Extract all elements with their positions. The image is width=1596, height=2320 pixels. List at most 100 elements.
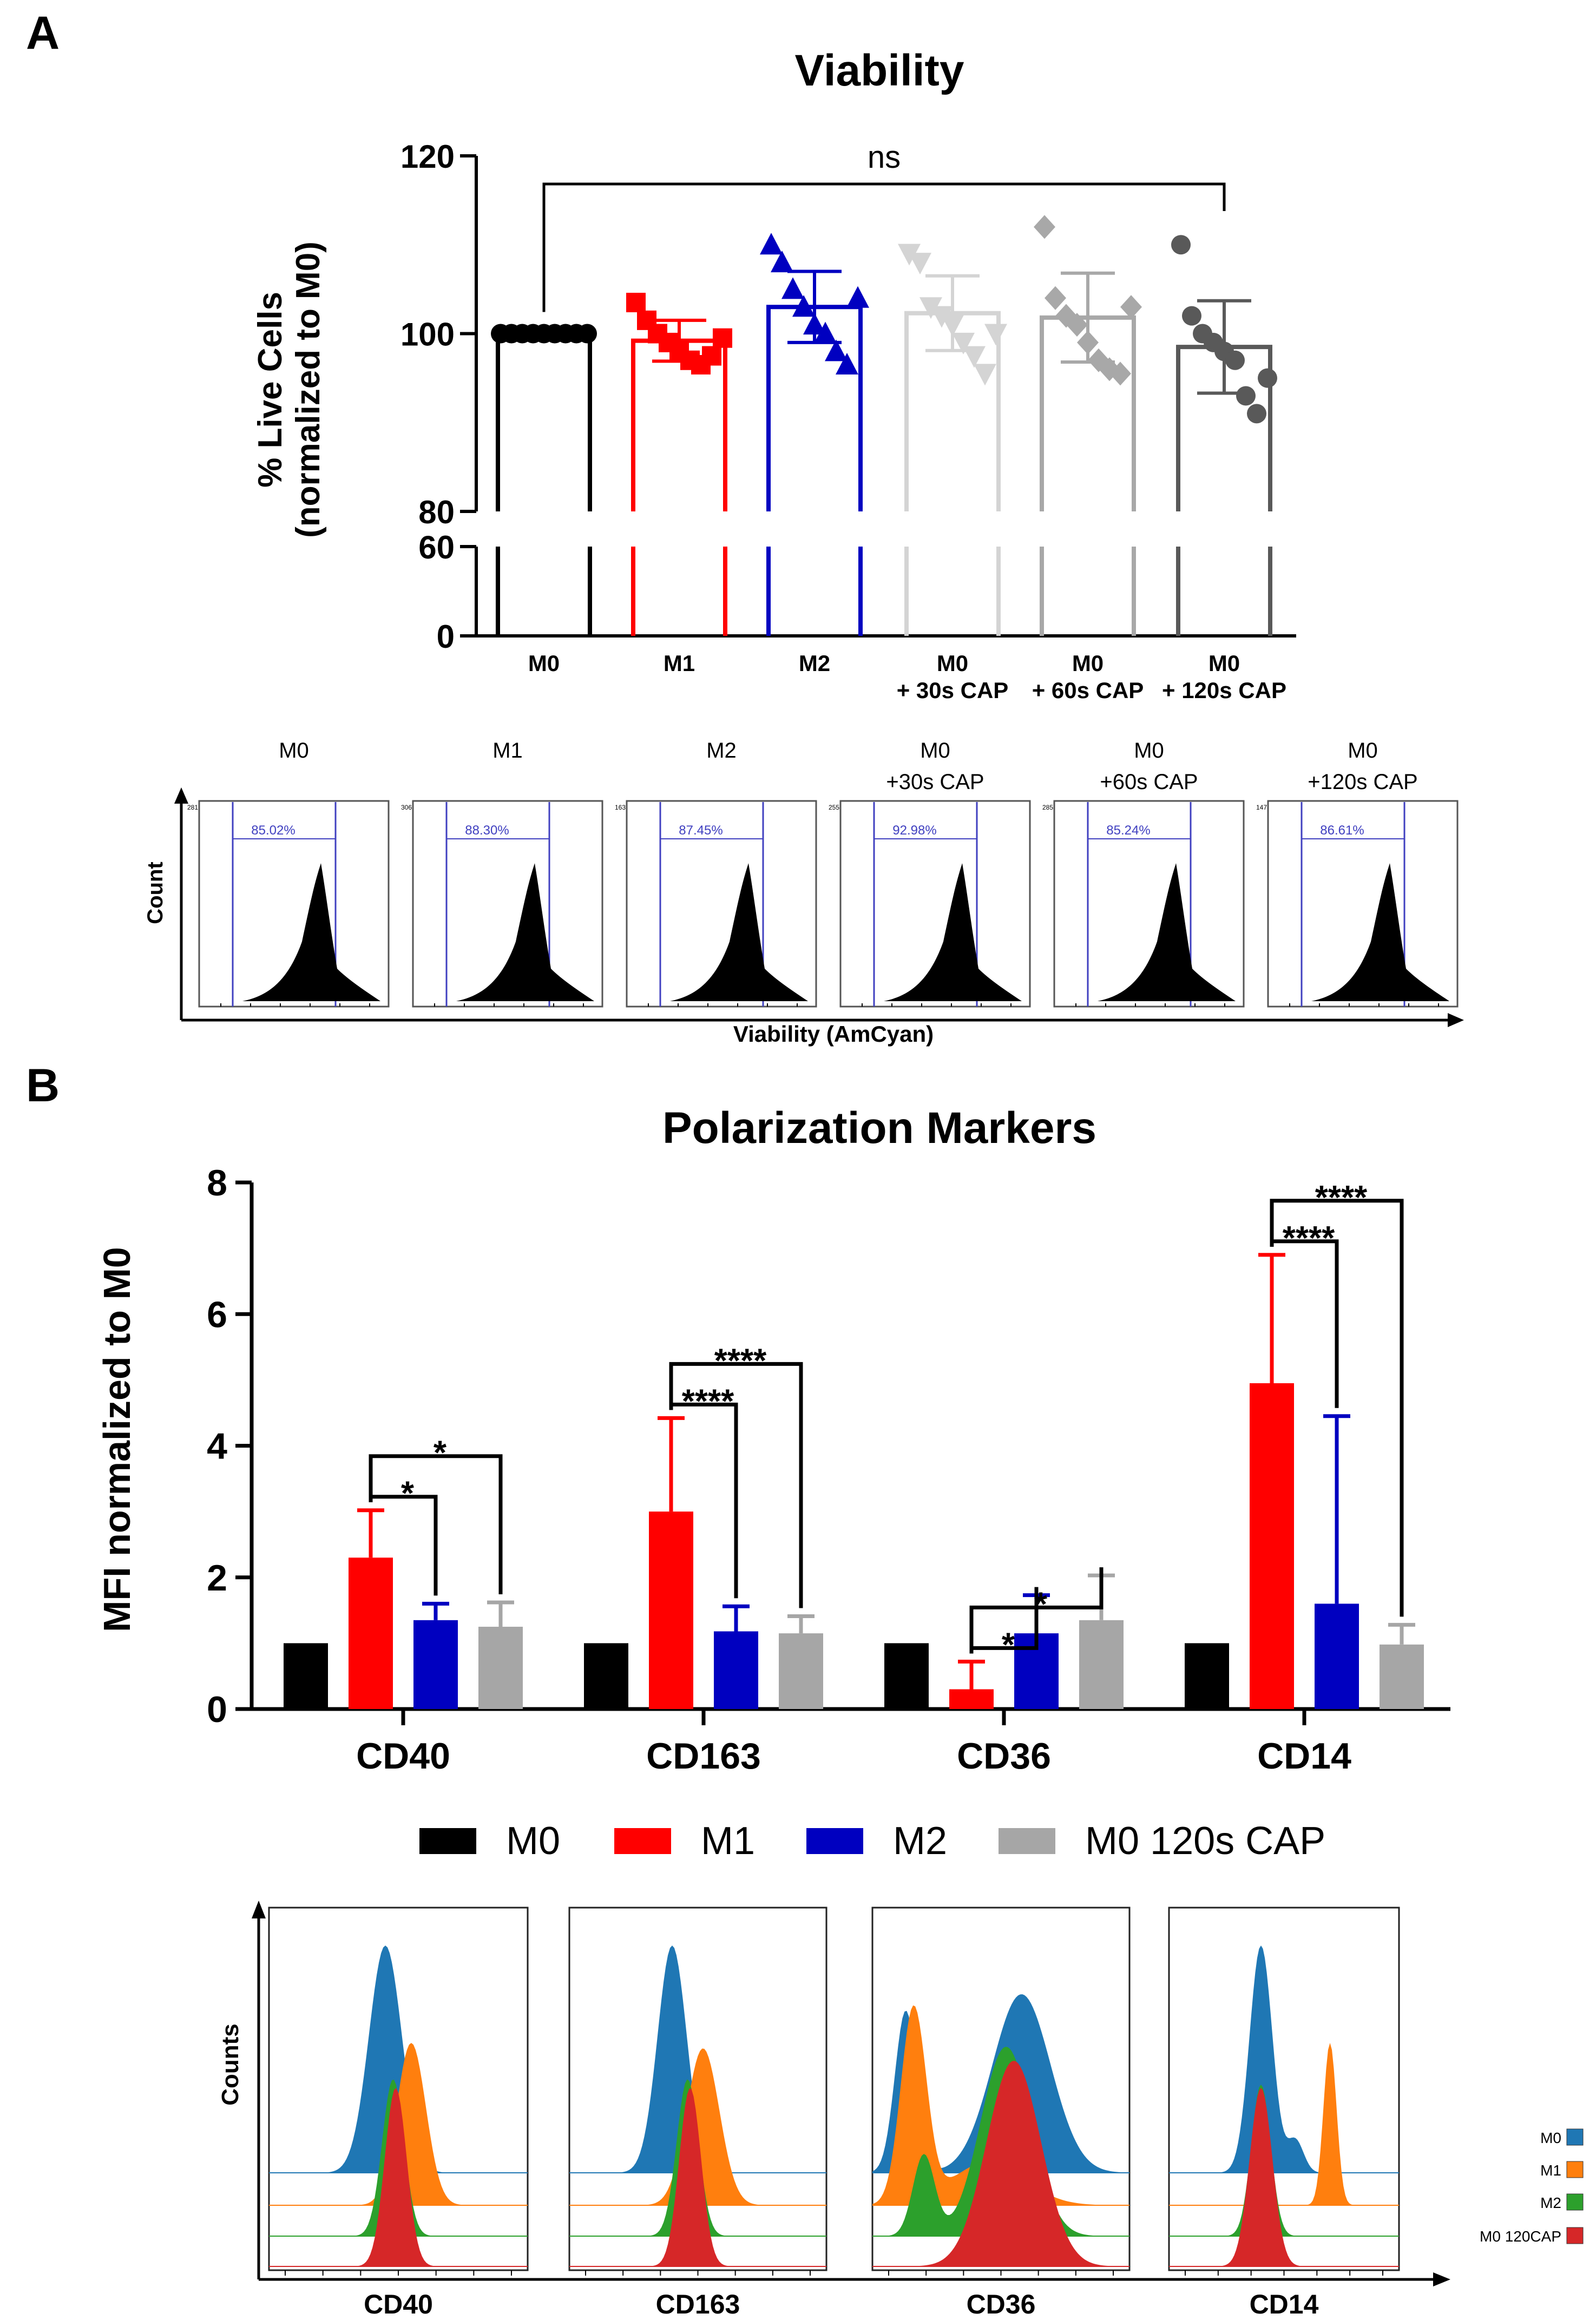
polarization-significance-bracket — [369, 1454, 503, 1594]
polarization-significance-label: **** — [1283, 1220, 1335, 1257]
viability-point — [825, 339, 848, 362]
viability-gate-pct: 87.45% — [679, 823, 723, 838]
polarization-legend-label: M0 — [506, 1819, 560, 1863]
marker-legend-label: M0 120CAP — [1480, 2228, 1561, 2245]
viability-category-label: M0 — [1072, 650, 1104, 676]
viability-hist-ymax-label: 281 — [187, 804, 198, 811]
viability-y-tick-label: 100 — [400, 317, 455, 353]
viability-point — [974, 364, 996, 386]
polarization-legend-swatch — [999, 1828, 1055, 1854]
viability-point — [1045, 286, 1066, 310]
polarization-x-tick-label: CD40 — [356, 1736, 450, 1777]
viability-point — [1171, 235, 1191, 255]
marker-legend-swatch — [1566, 2161, 1584, 2178]
viability-y-tick-label: 120 — [400, 139, 455, 175]
polarization-x-tick-label: CD14 — [1257, 1736, 1351, 1777]
polarization-legend-swatch — [806, 1828, 863, 1854]
marker-legend-label: M0 — [1540, 2130, 1561, 2146]
marker-hist-curve — [569, 2088, 826, 2266]
polarization-significance: ******************** — [369, 1179, 1404, 1664]
viability-category-label: + 120s CAP — [1162, 678, 1286, 703]
viability-point — [963, 346, 986, 368]
marker-hist-x-arrow — [1433, 2272, 1450, 2286]
viability-gate-pct: 85.02% — [251, 823, 295, 838]
marker-hist-curve — [569, 2048, 826, 2205]
polarization-legend-label: M0 120s CAP — [1085, 1819, 1325, 1863]
viability-hist-title: M0 — [920, 739, 950, 763]
marker-hist-frame — [1168, 1907, 1400, 2271]
marker-legend-swatch — [1566, 2193, 1584, 2211]
viability-hist-title: M0 — [279, 739, 309, 763]
viability-point — [1077, 330, 1099, 354]
viability-gate-pct: 85.24% — [1106, 823, 1150, 838]
viability-category-label: M0 — [528, 650, 560, 676]
polarization-bar — [649, 1511, 693, 1709]
polarization-title: Polarization Markers — [662, 1103, 1096, 1153]
marker-hist-panels: CD40 CD163 CD36 CD14 — [268, 1907, 1400, 2319]
polarization-bar — [1380, 1644, 1424, 1709]
polarization-legend-label: M1 — [701, 1819, 755, 1863]
marker-hist-ylabel: Counts — [217, 2023, 244, 2106]
viability-point — [702, 346, 721, 366]
viability-point — [898, 244, 921, 266]
viability-point — [1034, 215, 1055, 239]
viability-hist-frame — [1053, 800, 1245, 1008]
marker-hist-label: CD36 — [967, 2289, 1036, 2319]
viability-hist-ymax-label: 255 — [829, 804, 839, 811]
polarization-significance-bracket — [669, 1362, 803, 1608]
polarization-bar — [349, 1557, 393, 1709]
viability-hist-title: M1 — [492, 739, 523, 763]
viability-hist-y-arrow — [174, 787, 188, 804]
viability-point — [952, 332, 975, 354]
marker-hist-curve — [269, 1946, 528, 2173]
viability-histograms: Count Viability (AmCyan) M0 281 85.02% M1 30… — [143, 739, 1464, 1047]
polarization-x-tick-label: CD36 — [957, 1736, 1051, 1777]
polarization-significance-label: **** — [682, 1383, 734, 1420]
polarization-legend-swatch — [419, 1828, 476, 1854]
viability-hist-x-arrow — [1448, 1013, 1464, 1027]
viability-gate-pct: 92.98% — [892, 823, 936, 838]
viability-point — [771, 251, 793, 273]
viability-significance: ns — [542, 140, 1226, 312]
polarization-significance-label: * — [401, 1475, 415, 1513]
viability-y-tick-label: 80 — [418, 494, 455, 530]
viability-point — [1258, 368, 1277, 388]
viability-hist-curve — [1098, 863, 1236, 1001]
viability-category-label: M0 — [937, 650, 968, 676]
viability-point — [1236, 386, 1256, 406]
viability-hist-title: +30s CAP — [886, 770, 984, 794]
polarization-significance-bracket — [1270, 1199, 1404, 1617]
viability-significance-label: ns — [868, 140, 901, 175]
marker-hist-curve — [872, 2005, 1129, 2205]
viability-hist-curve — [1311, 863, 1449, 1001]
viability-gate-pct: 86.61% — [1320, 823, 1364, 838]
viability-point — [781, 277, 804, 299]
viability-category-label: + 60s CAP — [1032, 678, 1144, 703]
viability-hist-xlabel: Viability (AmCyan) — [733, 1021, 934, 1047]
viability-point — [836, 352, 858, 374]
viability-point — [1066, 313, 1088, 337]
polarization-x-tick-label: CD163 — [646, 1736, 761, 1777]
marker-hist-curve — [269, 2088, 528, 2266]
polarization-legend-swatch — [614, 1828, 671, 1854]
viability-hist-curve — [242, 863, 380, 1001]
viability-point — [713, 328, 732, 348]
polarization-bar — [884, 1643, 929, 1709]
viability-point — [919, 297, 942, 319]
viability-axes — [460, 154, 1296, 637]
viability-hist-title: M0 — [1134, 739, 1164, 763]
viability-point — [577, 324, 597, 344]
viability-hist-ymax-label: 147 — [1256, 804, 1267, 811]
marker-legend-label: M1 — [1540, 2162, 1561, 2179]
polarization-bar — [1315, 1603, 1359, 1709]
polarization-bar — [1250, 1383, 1294, 1709]
polarization-significance-label: **** — [714, 1342, 767, 1379]
polarization-significance-label: * — [1002, 1626, 1015, 1664]
polarization-legend-label: M2 — [893, 1819, 947, 1863]
viability-point — [941, 315, 964, 337]
polarization-bar — [779, 1633, 823, 1709]
polarization-bar — [949, 1689, 994, 1709]
viability-point — [1109, 362, 1131, 386]
viability-hist-title: +120s CAP — [1308, 770, 1417, 794]
